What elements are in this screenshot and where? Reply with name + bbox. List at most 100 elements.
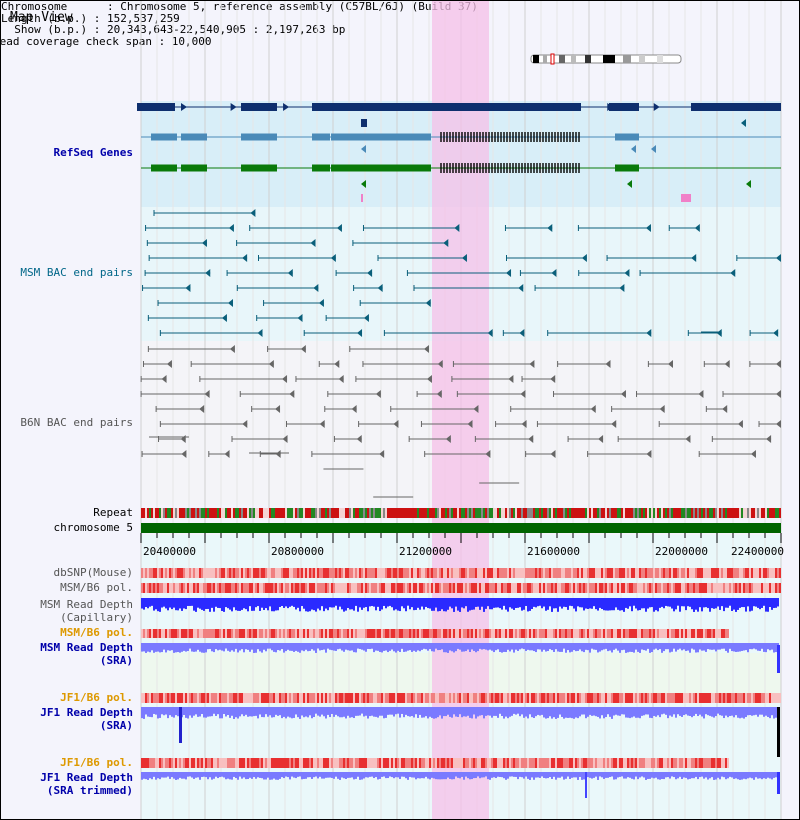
- repeat-feature: [779, 508, 781, 518]
- polymorphism-cell: [379, 758, 381, 768]
- polymorphism-cell: [755, 583, 757, 593]
- jf1-b6-pol-label[interactable]: JF1/B6 pol.: [60, 691, 133, 704]
- depth-bar: [729, 598, 731, 606]
- depth-bar: [311, 772, 313, 779]
- depth-bar: [413, 598, 415, 611]
- depth-bar: [177, 707, 179, 717]
- jf1-depth-sra-label[interactable]: JF1 Read Depth: [40, 706, 133, 719]
- polymorphism-cell: [287, 568, 289, 578]
- depth-bar: [193, 643, 195, 652]
- depth-bar: [265, 598, 267, 609]
- msm-bac-label[interactable]: MSM BAC end pairs: [20, 266, 133, 279]
- polymorphism-cell: [453, 693, 455, 703]
- polymorphism-cell: [553, 693, 555, 703]
- msm-b6-pol-label[interactable]: MSM/B6 pol.: [60, 581, 133, 594]
- msm-depth-sra-label[interactable]: MSM Read Depth: [40, 641, 133, 654]
- polymorphism-cell: [245, 583, 247, 593]
- polymorphism-cell: [545, 693, 547, 703]
- depth-bar: [615, 598, 617, 608]
- depth-bar: [463, 707, 465, 717]
- depth-bar: [625, 598, 627, 608]
- polymorphism-cell: [353, 568, 355, 578]
- b6n-bac-label[interactable]: B6N BAC end pairs: [20, 416, 133, 429]
- repeat-feature: [437, 508, 439, 518]
- depth-bar: [221, 643, 223, 651]
- polymorphism-cell: [523, 583, 525, 593]
- depth-bar: [575, 772, 577, 778]
- depth-bar: [405, 643, 407, 652]
- polymorphism-cell: [145, 629, 147, 638]
- polymorphism-cell: [263, 758, 265, 768]
- depth-bar: [709, 772, 711, 779]
- jf1-depth-trim-label[interactable]: JF1 Read Depth: [40, 771, 133, 784]
- depth-bar: [561, 772, 563, 777]
- depth-bar: [439, 643, 441, 651]
- depth-bar: [155, 643, 157, 652]
- polymorphism-cell: [255, 758, 257, 768]
- repeat-feature: [449, 508, 451, 518]
- depth-bar: [355, 707, 357, 716]
- depth-bar: [141, 598, 143, 609]
- repeat-feature: [591, 508, 593, 518]
- depth-bar: [595, 772, 597, 777]
- polymorphism-cell: [761, 568, 763, 578]
- depth-bar: [697, 772, 699, 780]
- polymorphism-cell: [779, 568, 781, 578]
- depth-bar: [209, 707, 211, 717]
- depth-bar: [467, 643, 469, 650]
- polymorphism-cell: [435, 583, 437, 593]
- polymorphism-cell: [515, 758, 517, 768]
- polymorphism-cell: [367, 568, 369, 578]
- polymorphism-cell: [387, 568, 389, 578]
- depth-bar: [585, 707, 587, 719]
- polymorphism-cell: [531, 629, 533, 638]
- polymorphism-cell: [189, 758, 191, 768]
- depth-bar: [363, 707, 365, 717]
- polymorphism-cell: [263, 693, 265, 703]
- jf1-b6-pol-label-2[interactable]: JF1/B6 pol.: [60, 756, 133, 769]
- depth-bar: [525, 707, 527, 717]
- polymorphism-cell: [677, 568, 679, 578]
- polymorphism-cell: [333, 758, 335, 768]
- repeat-feature: [281, 508, 283, 518]
- polymorphism-cell: [253, 629, 255, 638]
- bac-end-arrow: [694, 224, 700, 232]
- depth-bar: [567, 598, 569, 610]
- polymorphism-cell: [403, 568, 405, 578]
- depth-bar: [737, 643, 739, 652]
- refseq-genes-label[interactable]: RefSeq Genes: [53, 146, 133, 159]
- polymorphism-cell: [369, 758, 371, 768]
- polymorphism-cell: [297, 568, 299, 578]
- depth-bar: [165, 772, 167, 778]
- repeat-feature: [461, 508, 463, 518]
- depth-bar: [693, 643, 695, 650]
- polymorphism-cell: [661, 693, 663, 703]
- polymorphism-cell: [405, 693, 407, 703]
- polymorphism-cell: [333, 693, 335, 703]
- polymorphism-cell: [311, 568, 313, 578]
- polymorphism-cell: [235, 568, 237, 578]
- depth-bar: [599, 707, 601, 719]
- dbsnp-label[interactable]: dbSNP(Mouse): [53, 566, 133, 579]
- depth-bar: [229, 772, 231, 780]
- msm-depth-capillary-label[interactable]: MSM Read Depth: [40, 598, 133, 611]
- polymorphism-cell: [317, 568, 319, 578]
- repeat-label[interactable]: Repeat: [93, 506, 133, 519]
- polymorphism-cell: [239, 693, 241, 703]
- chromosome-ideogram[interactable]: [529, 53, 685, 65]
- depth-bar: [187, 772, 189, 777]
- polymorphism-cell: [325, 568, 327, 578]
- polymorphism-cell: [269, 583, 271, 593]
- depth-bar: [601, 643, 603, 651]
- repeat-feature: [465, 508, 467, 518]
- msm-b6-pol-label-2[interactable]: MSM/B6 pol.: [60, 626, 133, 639]
- depth-bar: [557, 772, 559, 778]
- polymorphism-cell: [295, 629, 297, 638]
- repeat-feature: [277, 508, 279, 518]
- depth-bar: [751, 707, 753, 716]
- depth-bar: [489, 707, 491, 716]
- polymorphism-cell: [319, 583, 321, 593]
- depth-bar: [731, 598, 733, 611]
- polymorphism-cell: [479, 693, 481, 703]
